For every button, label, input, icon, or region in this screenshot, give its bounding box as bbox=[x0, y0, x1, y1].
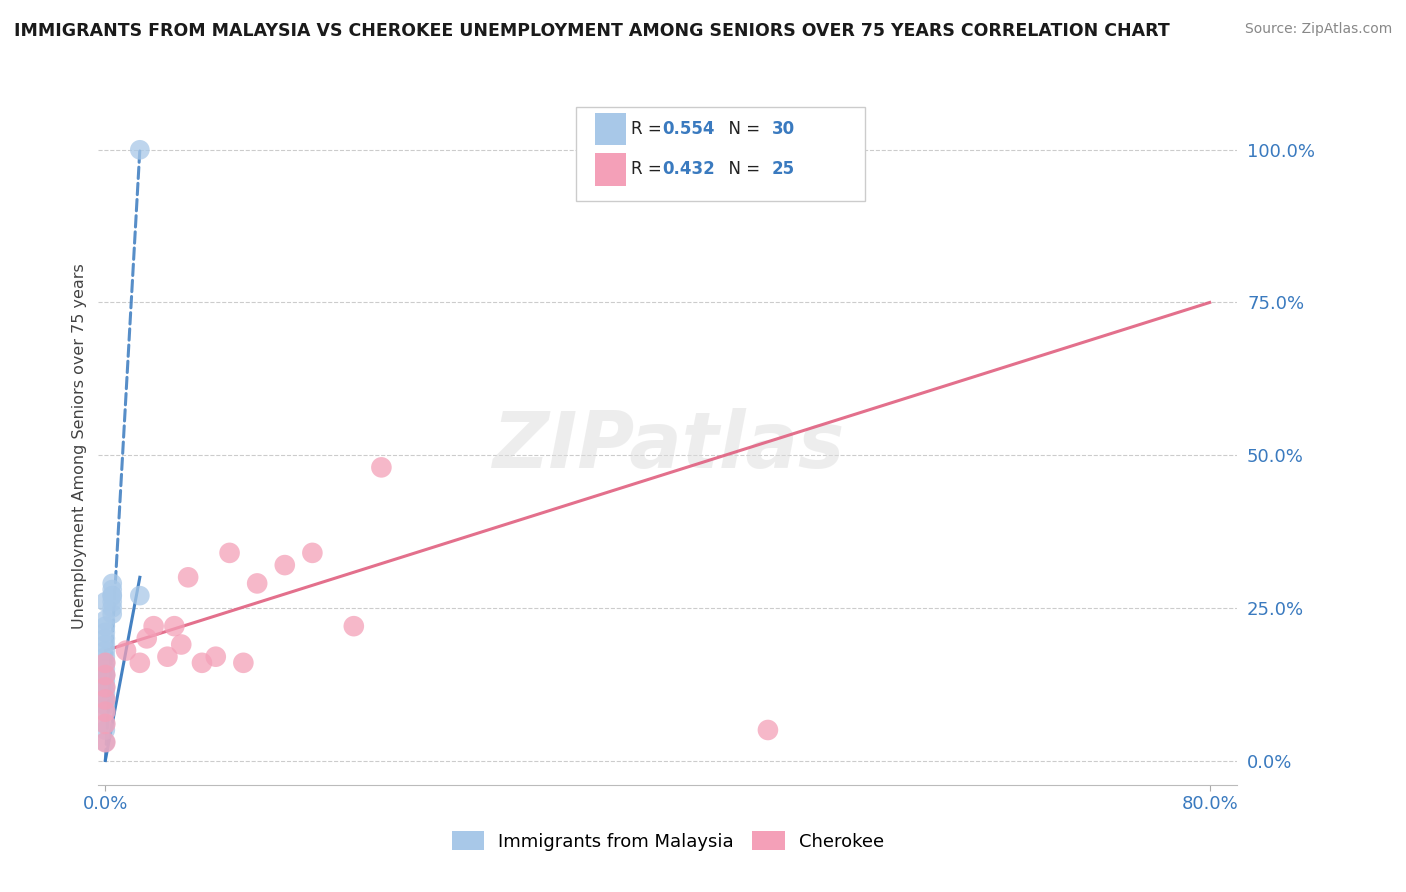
Legend: Immigrants from Malaysia, Cherokee: Immigrants from Malaysia, Cherokee bbox=[451, 831, 884, 850]
Point bbox=[128, 656, 150, 670]
Point bbox=[94, 717, 117, 731]
Point bbox=[343, 619, 366, 633]
Point bbox=[94, 643, 117, 657]
Text: N =: N = bbox=[718, 161, 766, 178]
Point bbox=[94, 680, 117, 694]
Point bbox=[101, 589, 124, 603]
Y-axis label: Unemployment Among Seniors over 75 years: Unemployment Among Seniors over 75 years bbox=[72, 263, 87, 629]
Point bbox=[94, 613, 117, 627]
Point bbox=[177, 570, 200, 584]
Text: 30: 30 bbox=[772, 120, 794, 138]
Point bbox=[246, 576, 269, 591]
Point bbox=[94, 686, 117, 700]
Point bbox=[94, 662, 117, 676]
Point bbox=[94, 723, 117, 737]
Text: 25: 25 bbox=[772, 161, 794, 178]
Point bbox=[135, 632, 157, 646]
Point bbox=[94, 638, 117, 652]
Point bbox=[94, 668, 117, 682]
Point bbox=[94, 674, 117, 689]
Point bbox=[218, 546, 240, 560]
Point bbox=[163, 619, 186, 633]
Point bbox=[204, 649, 226, 664]
Point bbox=[191, 656, 214, 670]
Point bbox=[94, 625, 117, 640]
Point bbox=[142, 619, 165, 633]
Text: R =: R = bbox=[631, 161, 668, 178]
Point bbox=[94, 692, 117, 706]
Point bbox=[370, 460, 392, 475]
Text: ZIPatlas: ZIPatlas bbox=[492, 408, 844, 484]
Point bbox=[94, 668, 117, 682]
Point bbox=[274, 558, 297, 573]
Point bbox=[101, 576, 124, 591]
Text: Source: ZipAtlas.com: Source: ZipAtlas.com bbox=[1244, 22, 1392, 37]
Point bbox=[94, 692, 117, 706]
Point bbox=[94, 649, 117, 664]
Point bbox=[101, 607, 124, 621]
Point bbox=[756, 723, 779, 737]
Point bbox=[94, 680, 117, 694]
Text: R =: R = bbox=[631, 120, 668, 138]
Point bbox=[115, 643, 138, 657]
Point bbox=[101, 600, 124, 615]
Point bbox=[94, 656, 117, 670]
Point bbox=[101, 582, 124, 597]
Point bbox=[94, 619, 117, 633]
Text: N =: N = bbox=[718, 120, 766, 138]
Point bbox=[101, 589, 124, 603]
Point bbox=[94, 735, 117, 749]
Text: 0.432: 0.432 bbox=[662, 161, 716, 178]
Point bbox=[156, 649, 179, 664]
Point bbox=[94, 632, 117, 646]
Point bbox=[94, 735, 117, 749]
Point bbox=[232, 656, 254, 670]
Text: IMMIGRANTS FROM MALAYSIA VS CHEROKEE UNEMPLOYMENT AMONG SENIORS OVER 75 YEARS CO: IMMIGRANTS FROM MALAYSIA VS CHEROKEE UNE… bbox=[14, 22, 1170, 40]
Point bbox=[301, 546, 323, 560]
Point bbox=[101, 595, 124, 609]
Point bbox=[94, 595, 117, 609]
Point bbox=[94, 656, 117, 670]
Point bbox=[94, 698, 117, 713]
Point bbox=[94, 705, 117, 719]
Point bbox=[170, 638, 193, 652]
Text: 0.554: 0.554 bbox=[662, 120, 714, 138]
Point bbox=[128, 589, 150, 603]
Point bbox=[94, 705, 117, 719]
Point bbox=[94, 717, 117, 731]
Point bbox=[128, 143, 150, 157]
Point bbox=[94, 668, 117, 682]
